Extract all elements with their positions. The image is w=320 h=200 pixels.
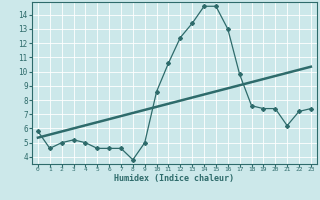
X-axis label: Humidex (Indice chaleur): Humidex (Indice chaleur) xyxy=(115,174,234,183)
